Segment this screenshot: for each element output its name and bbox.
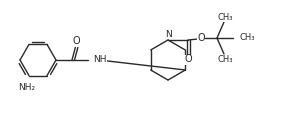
Text: CH₃: CH₃ <box>240 34 256 42</box>
Text: O: O <box>197 33 205 43</box>
Text: NH₂: NH₂ <box>18 83 35 92</box>
Text: NH: NH <box>93 55 107 64</box>
Text: N: N <box>164 30 171 39</box>
Text: O: O <box>184 55 192 64</box>
Text: CH₃: CH₃ <box>217 12 233 22</box>
Text: O: O <box>73 37 80 47</box>
Text: CH₃: CH₃ <box>217 55 233 64</box>
